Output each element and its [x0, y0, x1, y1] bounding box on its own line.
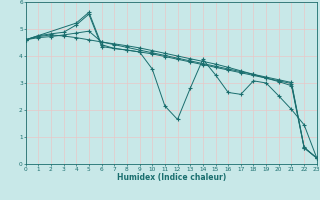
X-axis label: Humidex (Indice chaleur): Humidex (Indice chaleur): [116, 173, 226, 182]
